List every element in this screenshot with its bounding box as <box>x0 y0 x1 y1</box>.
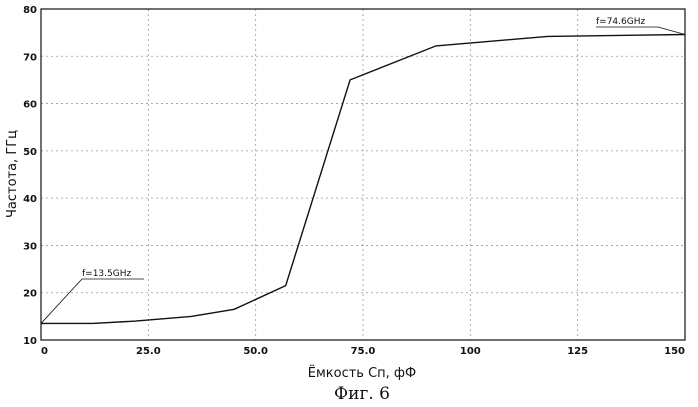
y-tick-label: 70 <box>23 52 37 63</box>
annotation-label: f=13.5GHz <box>82 269 131 279</box>
annotation-leader <box>41 279 82 323</box>
x-axis-label: Ёмкость Сп, фФ <box>308 365 417 381</box>
y-tick-label: 30 <box>23 241 37 252</box>
y-axis-label: Частота, ГГц <box>5 130 20 218</box>
annotation-label: f=74.6GHz <box>596 17 645 27</box>
x-tick-label: 75.0 <box>351 346 376 357</box>
x-tick-label: 100 <box>460 346 481 357</box>
x-tick-label: 25.0 <box>136 346 161 357</box>
y-tick-label: 60 <box>23 100 37 111</box>
y-tick-label: 80 <box>23 5 37 16</box>
figure-caption: Фиг. 6 <box>334 384 390 404</box>
x-tick-label: 0 <box>41 346 48 357</box>
y-tick-label: 50 <box>23 147 37 158</box>
y-tick-label: 10 <box>23 336 37 347</box>
x-tick-label: 150 <box>664 346 685 357</box>
annotation-leader <box>658 27 685 35</box>
y-tick-label: 20 <box>23 289 37 300</box>
x-tick-label: 50.0 <box>243 346 268 357</box>
grid <box>41 9 685 340</box>
y-tick-label: 40 <box>23 194 37 205</box>
x-tick-labels: 0 25.0 50.0 75.0 100 125 150 <box>41 346 685 357</box>
y-tick-labels: 10 20 30 40 50 60 70 80 <box>23 5 37 347</box>
x-tick-label: 125 <box>567 346 588 357</box>
